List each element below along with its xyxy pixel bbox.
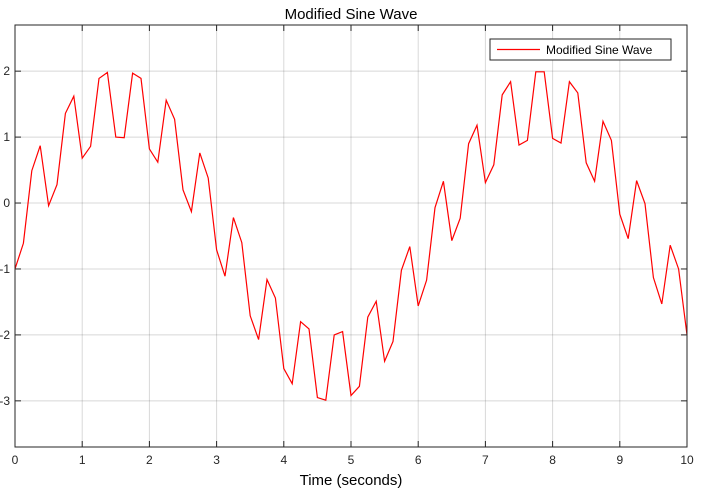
x-tick-label: 0	[12, 453, 19, 467]
y-tick-label: 2	[3, 64, 10, 78]
legend-label: Modified Sine Wave	[546, 43, 653, 57]
y-tick-label: 1	[3, 130, 10, 144]
x-tick-label: 4	[280, 453, 287, 467]
grid	[14, 25, 688, 447]
axes-box	[14, 24, 688, 448]
plot-area	[15, 25, 687, 447]
x-tick-label: 5	[348, 453, 355, 467]
x-tick-label: 10	[680, 453, 694, 467]
x-tick-labels: 0 1 2 3 4 5 6 7 8 9 10	[12, 453, 694, 467]
y-tick-labels: -3 -2 -1 0 1 2	[0, 64, 10, 408]
x-tick-label: 9	[616, 453, 623, 467]
legend: Modified Sine Wave	[489, 38, 672, 61]
x-tick-label: 1	[79, 453, 86, 467]
series-line	[14, 71, 688, 401]
y-tick-label: -1	[0, 262, 10, 276]
x-tick-label: 2	[146, 453, 153, 467]
y-tick-label: 0	[3, 196, 10, 210]
x-tick-label: 8	[549, 453, 556, 467]
x-axis-title: Time (seconds)	[300, 472, 403, 489]
y-tick-label: -2	[0, 328, 10, 342]
x-tick-label: 7	[482, 453, 489, 467]
chart-title: Modified Sine Wave	[285, 6, 418, 23]
x-tick-label: 3	[213, 453, 220, 467]
x-tick-label: 6	[415, 453, 422, 467]
y-tick-label: -3	[0, 394, 10, 408]
legend-box	[489, 38, 672, 61]
